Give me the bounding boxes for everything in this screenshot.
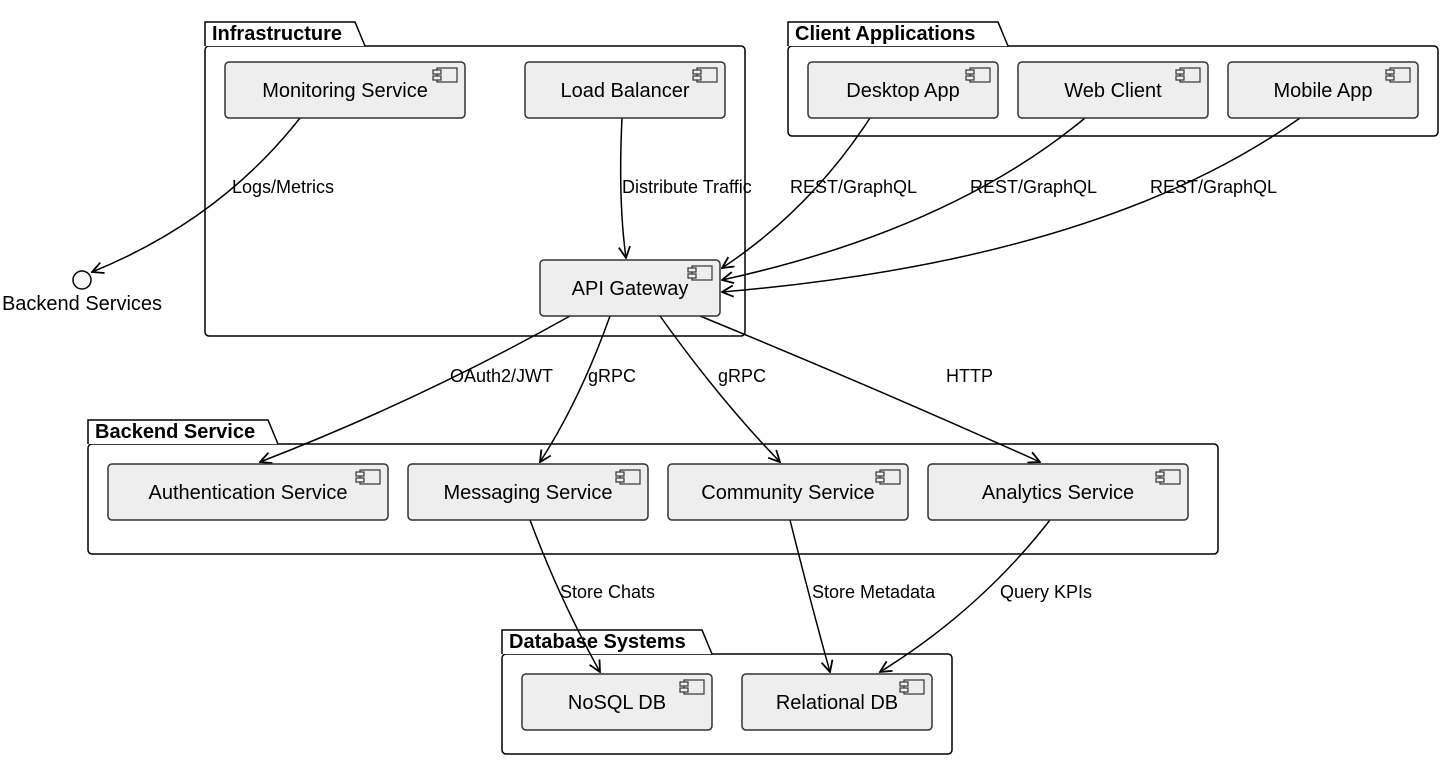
edge-http-analytics: HTTP [700, 316, 1040, 462]
edge-http-analytics-label: HTTP [946, 366, 993, 386]
edge-logs-metrics: Logs/Metrics [92, 118, 334, 272]
edge-grpc-msg: gRPC [540, 316, 636, 462]
edge-mobile-rest: REST/GraphQL [722, 118, 1300, 292]
component-mobile-app-label: Mobile App [1274, 80, 1373, 102]
component-community-service: Community Service [668, 464, 908, 520]
architecture-diagram: Infrastructure Client Applications Backe… [0, 0, 1456, 777]
edge-logs-metrics-label: Logs/Metrics [232, 177, 334, 197]
component-monitoring-service-label: Monitoring Service [262, 80, 428, 102]
component-analytics-service: Analytics Service [928, 464, 1188, 520]
edge-store-chats-label: Store Chats [560, 582, 655, 602]
edge-store-metadata-label: Store Metadata [812, 582, 936, 602]
edge-grpc-msg-label: gRPC [588, 366, 636, 386]
edge-query-kpis-label: Query KPIs [1000, 582, 1092, 602]
edge-grpc-comm: gRPC [660, 316, 780, 462]
component-messaging-service-label: Messaging Service [444, 482, 613, 504]
edge-distribute-traffic-label: Distribute Traffic [622, 177, 752, 197]
package-infrastructure-label: Infrastructure [212, 23, 342, 45]
package-backend-service-label: Backend Service [95, 421, 255, 443]
edge-oauth2-jwt: OAuth2/JWT [260, 316, 570, 462]
component-nosql-db-label: NoSQL DB [568, 692, 666, 714]
edge-distribute-traffic: Distribute Traffic [621, 118, 752, 258]
component-nosql-db: NoSQL DB [522, 674, 712, 730]
component-authentication-service-label: Authentication Service [148, 482, 347, 504]
component-mobile-app: Mobile App [1228, 62, 1418, 118]
edge-web-rest: REST/GraphQL [722, 118, 1097, 280]
component-authentication-service: Authentication Service [108, 464, 388, 520]
edge-desktop-rest-label: REST/GraphQL [790, 177, 917, 197]
component-analytics-service-label: Analytics Service [982, 482, 1134, 504]
interface-backend-services-label: Backend Services [2, 293, 162, 315]
component-load-balancer-label: Load Balancer [561, 80, 690, 102]
component-web-client-label: Web Client [1064, 80, 1162, 102]
component-api-gateway: API Gateway [540, 260, 720, 316]
package-database-systems-label: Database Systems [509, 631, 686, 653]
interface-backend-services: Backend Services [2, 271, 162, 315]
edge-grpc-comm-label: gRPC [718, 366, 766, 386]
edge-mobile-rest-label: REST/GraphQL [1150, 177, 1277, 197]
component-api-gateway-label: API Gateway [572, 278, 689, 300]
component-desktop-app: Desktop App [808, 62, 998, 118]
component-messaging-service: Messaging Service [408, 464, 648, 520]
component-desktop-app-label: Desktop App [846, 80, 959, 102]
component-web-client: Web Client [1018, 62, 1208, 118]
edge-oauth2-jwt-label: OAuth2/JWT [450, 366, 553, 386]
component-load-balancer: Load Balancer [525, 62, 725, 118]
component-relational-db-label: Relational DB [776, 692, 898, 714]
edge-web-rest-label: REST/GraphQL [970, 177, 1097, 197]
component-relational-db: Relational DB [742, 674, 932, 730]
package-client-applications-label: Client Applications [795, 23, 975, 45]
component-monitoring-service: Monitoring Service [225, 62, 465, 118]
component-community-service-label: Community Service [701, 482, 874, 504]
